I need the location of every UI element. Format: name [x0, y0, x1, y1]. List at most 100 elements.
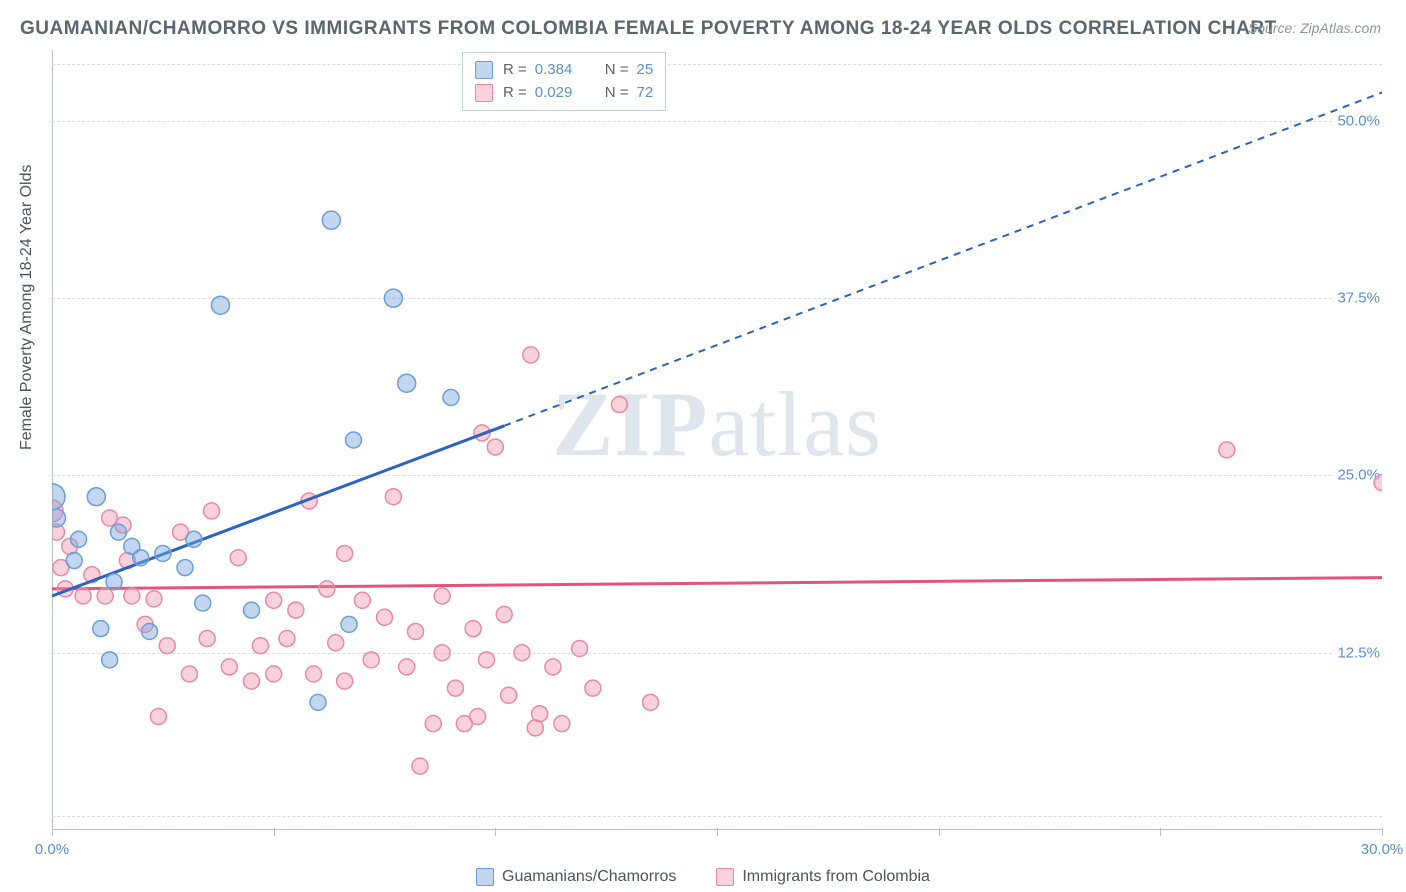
- legend-r-label: R =: [503, 82, 527, 105]
- trend-line-extrapolated: [504, 93, 1382, 426]
- data-point: [146, 591, 162, 607]
- x-tick: [1382, 828, 1383, 836]
- chart-title: GUAMANIAN/CHAMORRO VS IMMIGRANTS FROM CO…: [20, 18, 1277, 40]
- data-point: [306, 666, 322, 682]
- data-point: [643, 694, 659, 710]
- data-point: [288, 602, 304, 618]
- data-point: [554, 716, 570, 732]
- data-point: [93, 621, 109, 637]
- data-point: [399, 659, 415, 675]
- data-point: [496, 606, 512, 622]
- data-point: [142, 623, 158, 639]
- legend-n-label: N =: [605, 82, 629, 105]
- data-point: [266, 666, 282, 682]
- data-point: [124, 588, 140, 604]
- data-point: [398, 374, 416, 392]
- data-point: [310, 694, 326, 710]
- legend-item-swatch-1: [716, 868, 734, 886]
- data-point: [322, 211, 340, 229]
- legend-swatch-1: [475, 84, 493, 102]
- data-point: [487, 439, 503, 455]
- data-point: [443, 389, 459, 405]
- data-point: [501, 687, 517, 703]
- data-point: [266, 592, 282, 608]
- data-point: [199, 631, 215, 647]
- data-point: [75, 588, 91, 604]
- data-point: [585, 680, 601, 696]
- data-point: [52, 509, 65, 527]
- data-point: [363, 652, 379, 668]
- data-point: [545, 659, 561, 675]
- data-point: [211, 296, 229, 314]
- data-point: [159, 638, 175, 654]
- data-point: [66, 553, 82, 569]
- data-point: [465, 621, 481, 637]
- data-point: [1374, 475, 1382, 491]
- data-point: [434, 645, 450, 661]
- data-point: [252, 638, 268, 654]
- data-point: [52, 484, 65, 510]
- x-tick-label: 30.0%: [1361, 841, 1404, 858]
- data-point: [1219, 442, 1235, 458]
- data-point: [244, 602, 260, 618]
- data-point: [434, 588, 450, 604]
- data-point: [230, 550, 246, 566]
- legend-row-0: R = 0.384 N = 25: [475, 59, 653, 82]
- data-point: [133, 550, 149, 566]
- legend-item-swatch-0: [476, 868, 494, 886]
- legend-r-label: R =: [503, 59, 527, 82]
- data-point: [155, 545, 171, 561]
- chart-area: ZIPatlas R = 0.384 N = 25 R = 0.029 N = …: [52, 50, 1382, 830]
- data-point: [514, 645, 530, 661]
- data-point: [354, 592, 370, 608]
- data-point: [532, 706, 548, 722]
- data-point: [328, 635, 344, 651]
- source-label: Source: ZipAtlas.com: [1248, 20, 1381, 36]
- data-point: [102, 652, 118, 668]
- legend-item-label-0: Guamanians/Chamorros: [502, 868, 676, 886]
- data-point: [279, 631, 295, 647]
- data-point: [71, 531, 87, 547]
- legend-item-1: Immigrants from Colombia: [716, 868, 930, 886]
- legend-n-label: N =: [605, 59, 629, 82]
- y-axis-label: Female Poverty Among 18-24 Year Olds: [18, 165, 36, 451]
- data-point: [377, 609, 393, 625]
- data-point: [337, 545, 353, 561]
- data-point: [572, 640, 588, 656]
- data-point: [384, 289, 402, 307]
- data-point: [177, 560, 193, 576]
- data-point: [478, 652, 494, 668]
- correlation-legend: R = 0.384 N = 25 R = 0.029 N = 72: [462, 52, 666, 111]
- legend-swatch-0: [475, 61, 493, 79]
- data-point: [97, 588, 113, 604]
- data-point: [221, 659, 237, 675]
- data-point: [412, 758, 428, 774]
- data-point: [425, 716, 441, 732]
- data-point: [186, 531, 202, 547]
- scatter-plot: [52, 50, 1382, 830]
- trend-line: [52, 426, 504, 596]
- legend-row-1: R = 0.029 N = 72: [475, 82, 653, 105]
- legend-r-value-1: 0.029: [535, 82, 587, 105]
- series-legend: Guamanians/Chamorros Immigrants from Col…: [0, 868, 1406, 886]
- data-point: [341, 616, 357, 632]
- data-point: [111, 524, 127, 540]
- legend-item-label-1: Immigrants from Colombia: [742, 868, 930, 886]
- legend-n-value-0: 25: [637, 59, 654, 82]
- data-point: [408, 623, 424, 639]
- legend-item-0: Guamanians/Chamorros: [476, 868, 676, 886]
- legend-n-value-1: 72: [637, 82, 654, 105]
- data-point: [87, 488, 105, 506]
- data-point: [204, 503, 220, 519]
- x-tick-label: 0.0%: [35, 841, 69, 858]
- data-point: [337, 673, 353, 689]
- legend-r-value-0: 0.384: [535, 59, 587, 82]
- data-point: [611, 397, 627, 413]
- trend-line: [52, 578, 1382, 589]
- data-point: [470, 709, 486, 725]
- data-point: [447, 680, 463, 696]
- data-point: [106, 574, 122, 590]
- data-point: [385, 489, 401, 505]
- data-point: [150, 709, 166, 725]
- data-point: [181, 666, 197, 682]
